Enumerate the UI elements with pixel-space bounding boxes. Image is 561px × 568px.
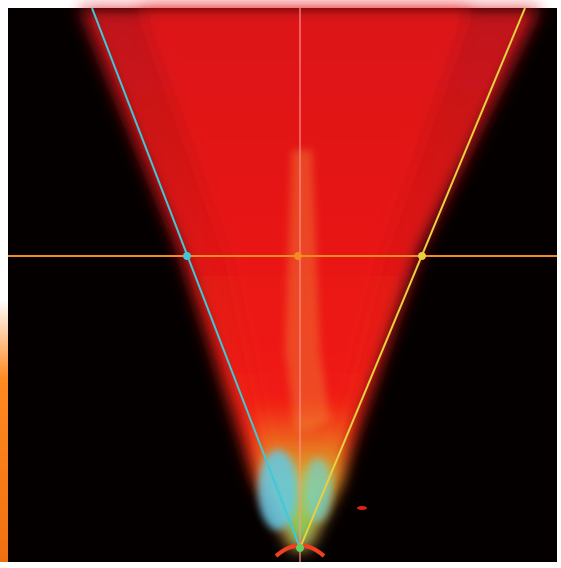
right-angle-line [299,7,526,549]
overlay-lines [8,7,557,562]
edge-strip [0,300,9,562]
spray-streak [285,150,330,430]
spray-cyan-right [304,458,332,522]
right-marker [418,252,426,260]
left-marker [183,252,191,260]
apex-marker [296,544,304,552]
spray [80,8,540,558]
left-angle-line [91,7,301,549]
center-marker [294,252,302,260]
droplet [357,506,367,510]
